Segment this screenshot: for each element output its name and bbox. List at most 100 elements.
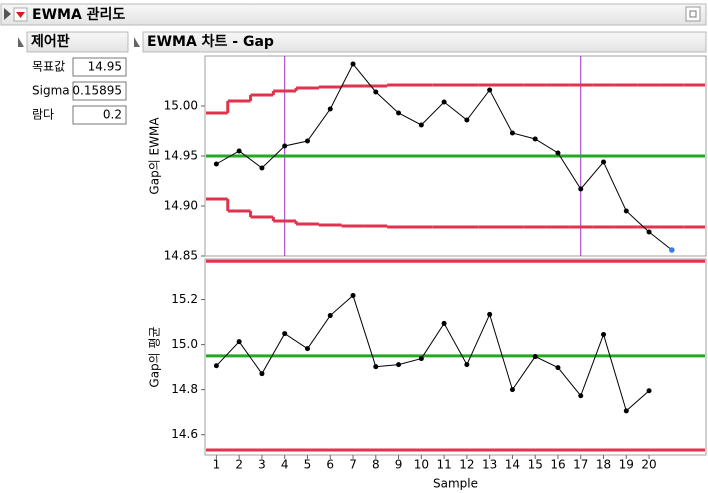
data-point[interactable] [509, 130, 515, 136]
data-point[interactable] [236, 148, 242, 154]
data-point[interactable] [487, 87, 493, 93]
data-point[interactable] [578, 393, 584, 399]
header-title: EWMA 관리도 [32, 6, 125, 23]
data-point[interactable] [282, 143, 288, 149]
data-point[interactable] [487, 311, 493, 317]
field-input[interactable] [72, 57, 127, 77]
x-tick-label: 5 [304, 458, 312, 472]
y-tick-label: 15.2 [171, 292, 198, 306]
chart-title: EWMA 차트 - Gap [147, 34, 274, 50]
field-value: 0.15895 [72, 84, 122, 98]
y-axis-label: Gap의 EWMA [148, 117, 162, 195]
x-tick-label: 4 [281, 458, 289, 472]
x-tick-label: 20 [641, 458, 656, 472]
data-point[interactable] [327, 313, 333, 319]
data-point[interactable] [236, 339, 242, 345]
data-point[interactable] [418, 122, 424, 128]
data-point[interactable] [304, 138, 310, 144]
data-point[interactable] [259, 371, 265, 377]
x-tick-label: 17 [573, 458, 588, 472]
panel-collapse[interactable] [18, 37, 24, 47]
pin-button[interactable] [685, 6, 701, 22]
x-tick-label: 19 [619, 458, 634, 472]
data-point[interactable] [601, 331, 607, 337]
y-tick-label: 14.6 [171, 427, 198, 441]
x-tick-label: 10 [414, 458, 429, 472]
data-point[interactable] [213, 161, 219, 167]
x-tick-label: 3 [258, 458, 266, 472]
data-point[interactable] [623, 408, 629, 414]
data-point[interactable] [259, 165, 265, 171]
x-tick-label: 8 [372, 458, 380, 472]
data-point[interactable] [601, 159, 607, 165]
x-tick-label: 15 [528, 458, 543, 472]
data-point[interactable] [418, 356, 424, 362]
pin-icon [689, 10, 697, 18]
y-tick-label: 14.85 [164, 249, 198, 263]
data-point[interactable] [350, 292, 356, 298]
data-point[interactable] [532, 354, 538, 360]
panel-title: 제어판 [31, 33, 70, 50]
data-point[interactable] [350, 61, 356, 67]
y-axis-label: Gap의 평균 [148, 326, 162, 387]
field-value: 0.2 [103, 108, 122, 122]
field-label: 목표값 [32, 60, 65, 74]
field-input[interactable] [72, 81, 127, 101]
forecast-point[interactable] [669, 247, 675, 253]
data-point[interactable] [646, 229, 652, 235]
x-tick-label: 14 [505, 458, 520, 472]
collapse-icon[interactable] [4, 8, 11, 20]
data-point[interactable] [441, 320, 447, 326]
data-point[interactable] [327, 106, 333, 112]
data-point[interactable] [441, 99, 447, 105]
x-tick-label: 16 [550, 458, 565, 472]
x-axis-label: Sample [433, 477, 478, 491]
forecast-line [648, 231, 673, 251]
x-tick-label: 6 [326, 458, 334, 472]
y-tick-label: 15.0 [171, 337, 198, 351]
data-point[interactable] [555, 150, 561, 156]
y-tick-label: 14.8 [171, 382, 198, 396]
field-label: Sigma [32, 84, 70, 98]
chart-header [142, 31, 707, 53]
x-tick-label: 2 [235, 458, 243, 472]
data-point[interactable] [555, 365, 561, 371]
field-label: 람다 [32, 108, 54, 122]
x-tick-label: 1 [213, 458, 221, 472]
field-input[interactable] [72, 105, 127, 125]
y-tick-label: 14.90 [164, 199, 198, 213]
data-point[interactable] [464, 362, 470, 368]
panel-header [26, 31, 129, 53]
data-point[interactable] [373, 89, 379, 95]
data-point[interactable] [213, 363, 219, 369]
menu-arrow [16, 12, 25, 18]
x-tick-label: 13 [482, 458, 497, 472]
header-bar [0, 3, 707, 26]
data-line [216, 294, 650, 412]
x-tick-label: 18 [596, 458, 611, 472]
x-tick-label: 11 [436, 458, 451, 472]
data-point[interactable] [509, 387, 515, 393]
data-point[interactable] [282, 331, 288, 337]
y-tick-label: 14.95 [164, 149, 198, 163]
data-point[interactable] [464, 117, 470, 123]
data-line [216, 63, 650, 233]
control-fields: 목표값 14.95 Sigma 0.15895 람다 0.2 [32, 57, 127, 125]
chart-collapse[interactable] [134, 37, 140, 47]
data-point[interactable] [304, 346, 310, 352]
data-point[interactable] [532, 136, 538, 142]
x-tick-label: 7 [349, 458, 357, 472]
data-point[interactable] [396, 110, 402, 116]
data-point[interactable] [578, 186, 584, 192]
data-point[interactable] [623, 208, 629, 214]
data-point[interactable] [646, 388, 652, 394]
x-tick-label: 9 [395, 458, 403, 472]
x-tick-label: 12 [459, 458, 474, 472]
y-tick-label: 15.00 [164, 99, 198, 113]
data-point[interactable] [396, 362, 402, 368]
data-point[interactable] [373, 364, 379, 370]
field-value: 14.95 [88, 60, 122, 74]
